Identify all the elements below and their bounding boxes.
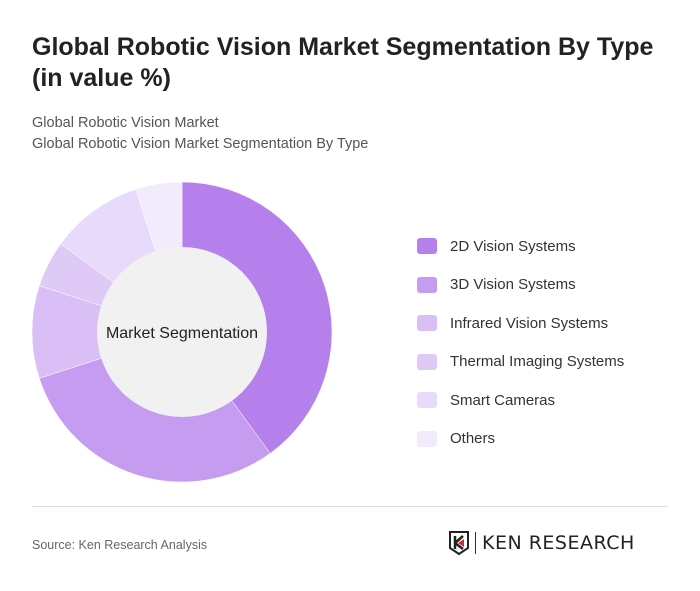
donut-center xyxy=(97,247,267,417)
legend-swatch xyxy=(417,353,437,370)
legend-label: 2D Vision Systems xyxy=(450,237,576,255)
legend-label: Thermal Imaging Systems xyxy=(450,353,625,371)
legend-item[interactable]: 3D Vision Systems xyxy=(417,266,624,305)
legend-label: Infrared Vision Systems xyxy=(450,314,609,332)
legend-item[interactable]: Others xyxy=(417,420,624,459)
legend-label: Smart Cameras xyxy=(450,391,556,409)
center-label: Market Segmentation xyxy=(106,325,258,342)
legend-swatch xyxy=(417,276,437,293)
ken-research-logo: KEN RESEARCH xyxy=(448,530,635,556)
legend-item[interactable]: Thermal Imaging Systems xyxy=(417,343,624,382)
source-note: Source: Ken Research Analysis xyxy=(32,538,208,552)
legend-label: Others xyxy=(450,430,496,448)
legend-label: 3D Vision Systems xyxy=(450,276,576,294)
legend: 2D Vision Systems 3D Vision Systems Infrar… xyxy=(417,227,624,458)
legend-item[interactable]: 2D Vision Systems xyxy=(417,227,624,266)
divider xyxy=(32,506,668,507)
legend-swatch xyxy=(417,430,437,447)
logo-text: KEN RESEARCH xyxy=(482,532,635,554)
legend-swatch xyxy=(417,238,437,255)
subtitle-segmentation: Global Robotic Vision Market Segmentatio… xyxy=(32,136,369,152)
legend-swatch xyxy=(417,315,437,332)
legend-swatch xyxy=(417,392,437,409)
subtitle-market: Global Robotic Vision Market xyxy=(32,115,219,131)
legend-item[interactable]: Smart Cameras xyxy=(417,381,624,420)
chart-title: Global Robotic Vision Market Segmentatio… xyxy=(32,33,654,92)
donut-chart: Market Segmentation xyxy=(31,181,333,483)
logo-icon xyxy=(449,531,469,556)
legend-item[interactable]: Infrared Vision Systems xyxy=(417,304,624,343)
